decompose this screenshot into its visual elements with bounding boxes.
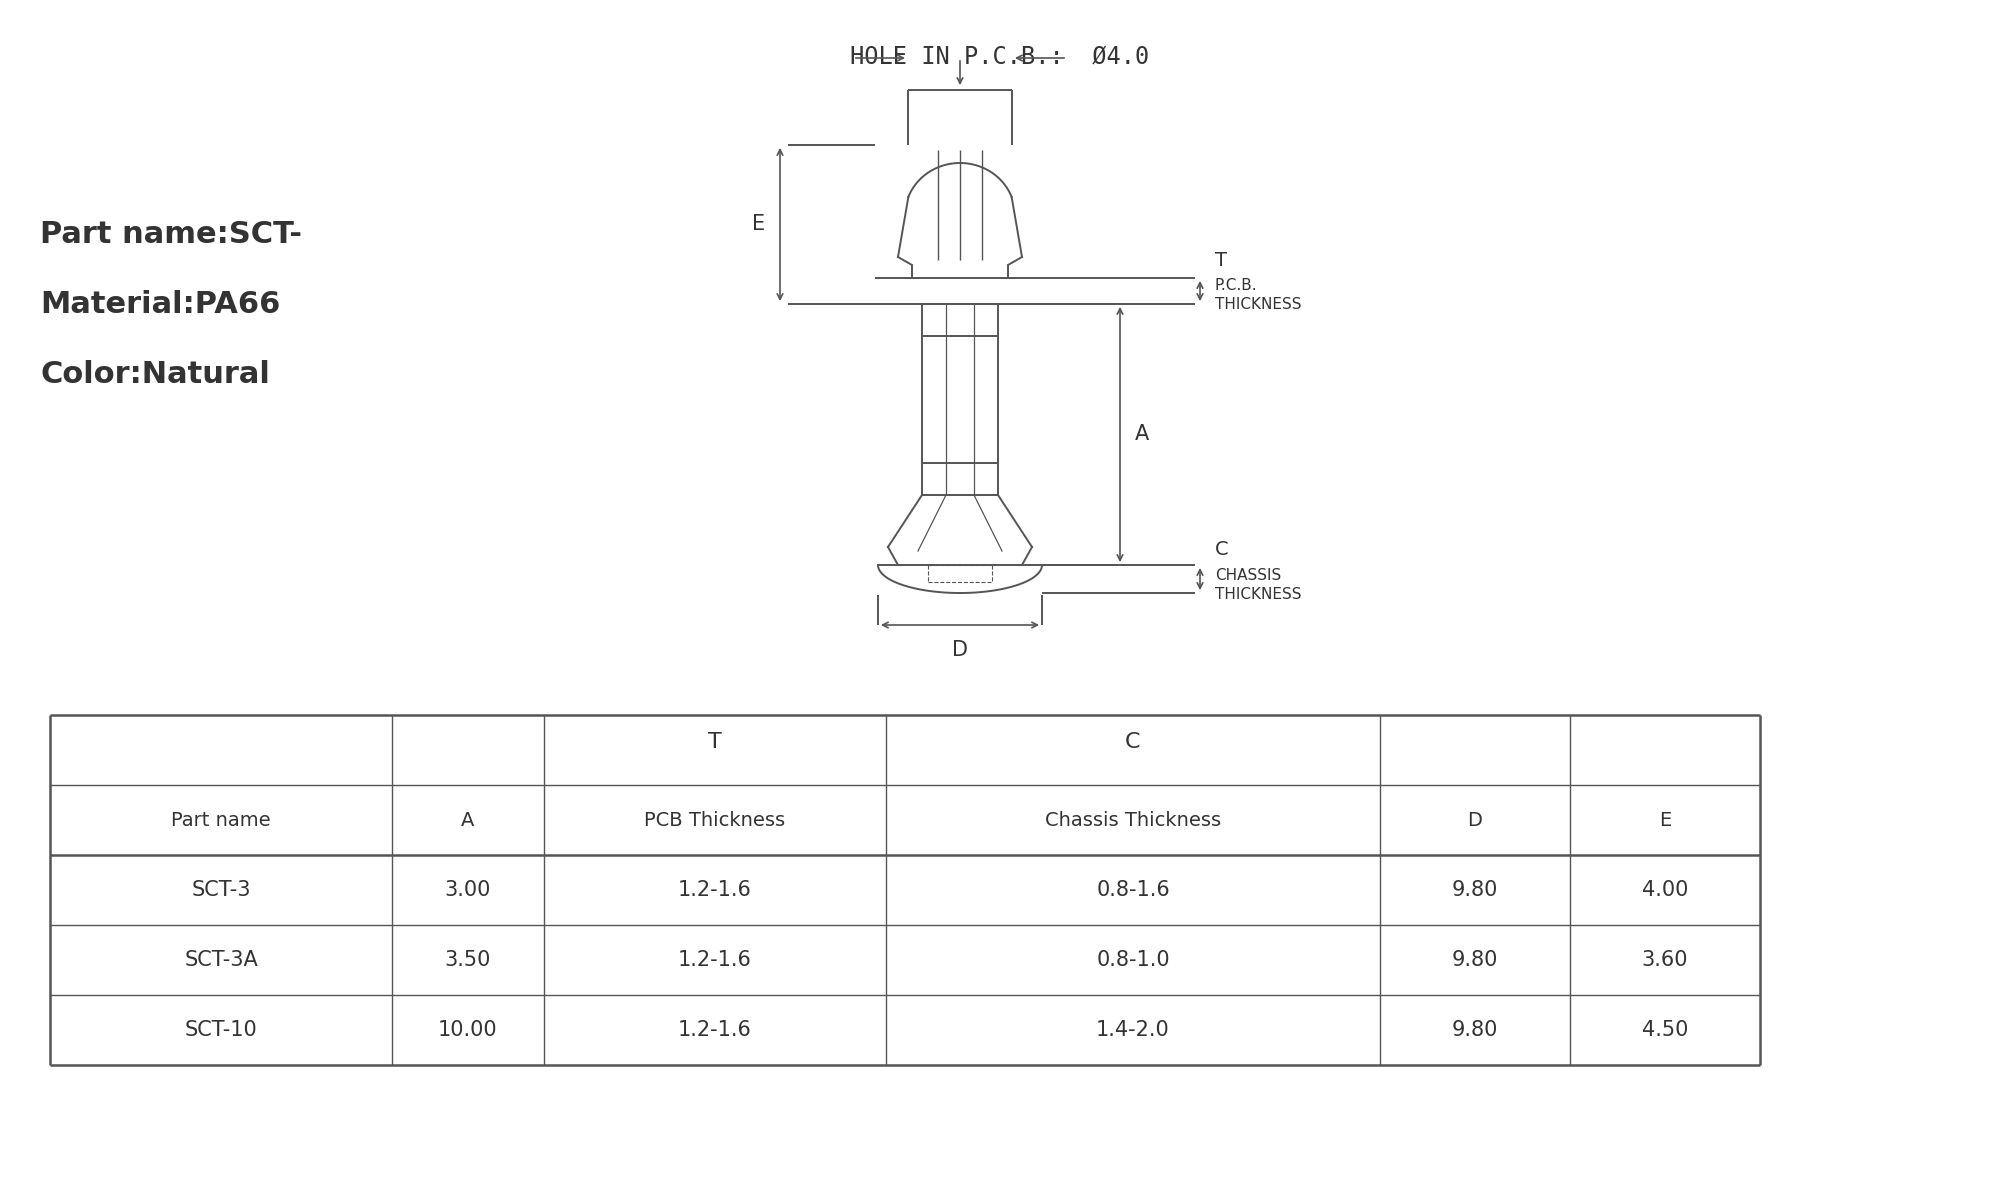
Text: T: T	[708, 732, 722, 751]
Text: Chassis Thickness: Chassis Thickness	[1044, 810, 1222, 829]
Text: 9.80: 9.80	[1452, 880, 1498, 900]
Text: PCB Thickness: PCB Thickness	[644, 810, 786, 829]
Text: T: T	[1216, 251, 1228, 270]
Text: 1.2-1.6: 1.2-1.6	[678, 880, 752, 900]
Text: 9.80: 9.80	[1452, 950, 1498, 970]
Text: D: D	[952, 640, 968, 660]
Text: P.C.B.
THICKNESS: P.C.B. THICKNESS	[1216, 278, 1302, 312]
Text: A: A	[1136, 425, 1150, 444]
Text: 3.50: 3.50	[444, 950, 492, 970]
Text: 4.00: 4.00	[1642, 880, 1688, 900]
Text: 1.2-1.6: 1.2-1.6	[678, 1020, 752, 1040]
Text: CHASSIS
THICKNESS: CHASSIS THICKNESS	[1216, 568, 1302, 601]
Text: E: E	[752, 215, 764, 234]
Text: 0.8-1.0: 0.8-1.0	[1096, 950, 1170, 970]
Text: 1.2-1.6: 1.2-1.6	[678, 950, 752, 970]
Text: E: E	[1658, 810, 1672, 829]
Text: SCT-3A: SCT-3A	[184, 950, 258, 970]
Text: Material:PA66: Material:PA66	[40, 290, 280, 319]
Text: HOLE IN P.C.B.:  Ø4.0: HOLE IN P.C.B.: Ø4.0	[850, 44, 1150, 68]
Text: SCT-3: SCT-3	[192, 880, 250, 900]
Text: SCT-10: SCT-10	[184, 1020, 258, 1040]
Text: 3.60: 3.60	[1642, 950, 1688, 970]
Text: D: D	[1468, 810, 1482, 829]
Text: 10.00: 10.00	[438, 1020, 498, 1040]
Text: C: C	[1126, 732, 1140, 751]
Text: 3.00: 3.00	[444, 880, 492, 900]
Text: Part name:SCT-: Part name:SCT-	[40, 220, 302, 248]
Text: Part name: Part name	[172, 810, 270, 829]
Text: 0.8-1.6: 0.8-1.6	[1096, 880, 1170, 900]
Text: 4.50: 4.50	[1642, 1020, 1688, 1040]
Text: 9.80: 9.80	[1452, 1020, 1498, 1040]
Text: Color:Natural: Color:Natural	[40, 360, 270, 389]
Text: C: C	[1216, 540, 1228, 559]
Text: A: A	[462, 810, 474, 829]
Text: 1.4-2.0: 1.4-2.0	[1096, 1020, 1170, 1040]
